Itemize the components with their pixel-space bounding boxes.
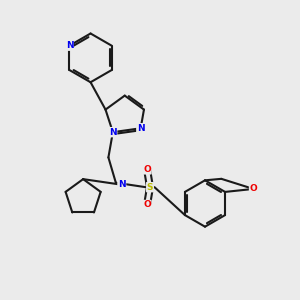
Text: O: O	[250, 184, 257, 194]
Text: N: N	[118, 180, 126, 189]
Text: N: N	[66, 41, 73, 50]
Text: S: S	[147, 183, 153, 192]
Text: O: O	[143, 165, 151, 174]
Text: O: O	[143, 200, 151, 209]
Text: N: N	[137, 124, 145, 133]
Text: N: N	[109, 128, 117, 137]
